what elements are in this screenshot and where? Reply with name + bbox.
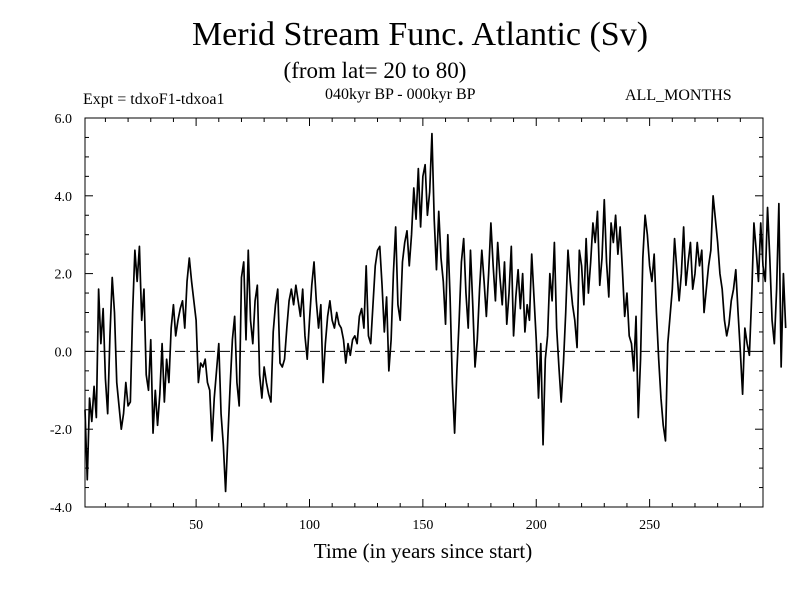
x-tick-label: 200 xyxy=(526,518,547,533)
series-line xyxy=(84,132,787,493)
x-tick-label: 250 xyxy=(639,518,660,533)
chart-title: Merid Stream Func. Atlantic (Sv) xyxy=(191,16,649,53)
y-tick-label: 4.0 xyxy=(55,190,73,205)
experiment-label: Expt = tdxoF1-tdxoa1 xyxy=(83,91,225,108)
x-tick-label: 150 xyxy=(412,518,433,533)
x-tick-label: 100 xyxy=(299,518,320,533)
chart-subtitle: (from lat= 20 to 80) xyxy=(283,58,467,83)
period-label: 040kyr BP - 000kyr BP xyxy=(325,86,476,103)
y-tick-label: 6.0 xyxy=(55,112,73,127)
x-axis-label: Time (in years since start) xyxy=(313,539,533,563)
months-label: ALL_MONTHS xyxy=(625,87,732,104)
y-tick-label: -4.0 xyxy=(50,501,72,516)
plot-frame xyxy=(84,117,764,508)
y-tick-label: -2.0 xyxy=(50,423,72,438)
x-tick-label: 50 xyxy=(189,518,203,533)
axis-ticks xyxy=(85,117,764,508)
y-tick-label: 2.0 xyxy=(55,268,73,283)
y-tick-label: 0.0 xyxy=(55,345,73,360)
tick-labels: 6.0 4.0 2.0 0.0 -2.0 -4.0 50 100 150 200 250 xyxy=(50,112,660,533)
